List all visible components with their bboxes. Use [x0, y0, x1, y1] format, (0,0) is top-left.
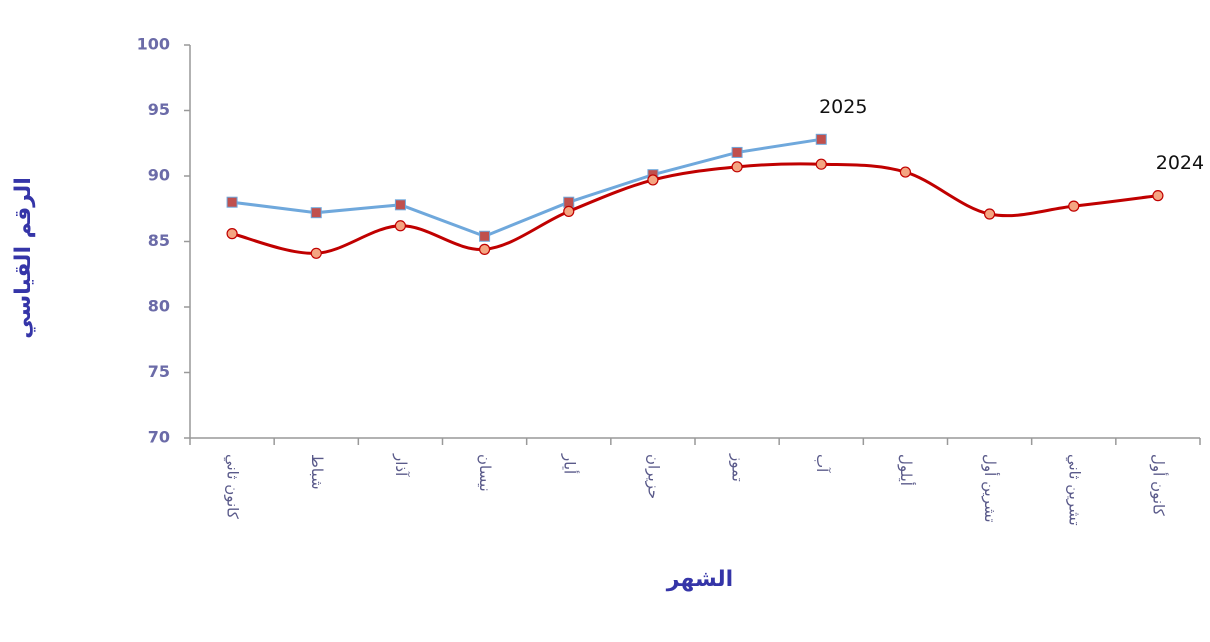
series-label: 2025: [819, 96, 867, 118]
y-tick-label: 100: [137, 35, 170, 54]
marker: [899, 166, 912, 178]
marker: [479, 230, 491, 242]
x-tick-label: أيلول: [897, 454, 916, 486]
series-line: [231, 162, 1159, 255]
x-tick-label: حزيران: [644, 454, 662, 499]
x-tick-label: نيسان: [476, 454, 494, 492]
x-tick-label: تموز: [729, 453, 747, 482]
marker: [563, 205, 575, 217]
x-tick-label: تشرين ثاني: [1064, 454, 1083, 526]
marker: [1068, 200, 1080, 212]
y-tick-label: 75: [148, 362, 170, 381]
y-tick-label: 95: [148, 100, 170, 119]
marker: [394, 199, 406, 211]
x-tick-label: أيار: [560, 453, 579, 474]
y-axis-title: الرقم القياسي: [11, 177, 36, 339]
marker: [815, 133, 827, 145]
x-tick-label: آذار: [392, 453, 410, 477]
x-axis-title: الشهر: [666, 567, 733, 592]
y-tick-label: 80: [148, 297, 170, 316]
marker: [647, 174, 659, 186]
x-tick-label: شباط: [308, 454, 326, 490]
marker: [310, 207, 322, 219]
marker: [983, 208, 996, 220]
marker: [731, 146, 743, 158]
y-tick-label: 90: [148, 166, 170, 185]
marker: [310, 247, 322, 259]
series-line: [231, 137, 822, 238]
marker: [1152, 190, 1164, 202]
marker: [478, 243, 491, 255]
marker: [226, 228, 238, 240]
x-tick-label: آب: [813, 454, 831, 473]
series-label: 2024: [1156, 152, 1204, 174]
marker: [815, 158, 827, 170]
x-tick-label: كانون أول: [1149, 454, 1168, 517]
y-tick-label: 85: [148, 231, 170, 250]
marker: [563, 196, 575, 208]
marker: [226, 196, 238, 208]
x-tick-label: تشرين أول: [981, 454, 1000, 523]
y-tick-label: 70: [148, 428, 170, 447]
marker: [731, 161, 743, 173]
marker: [394, 220, 407, 232]
x-tick-label: كانون ثاني: [223, 454, 242, 520]
